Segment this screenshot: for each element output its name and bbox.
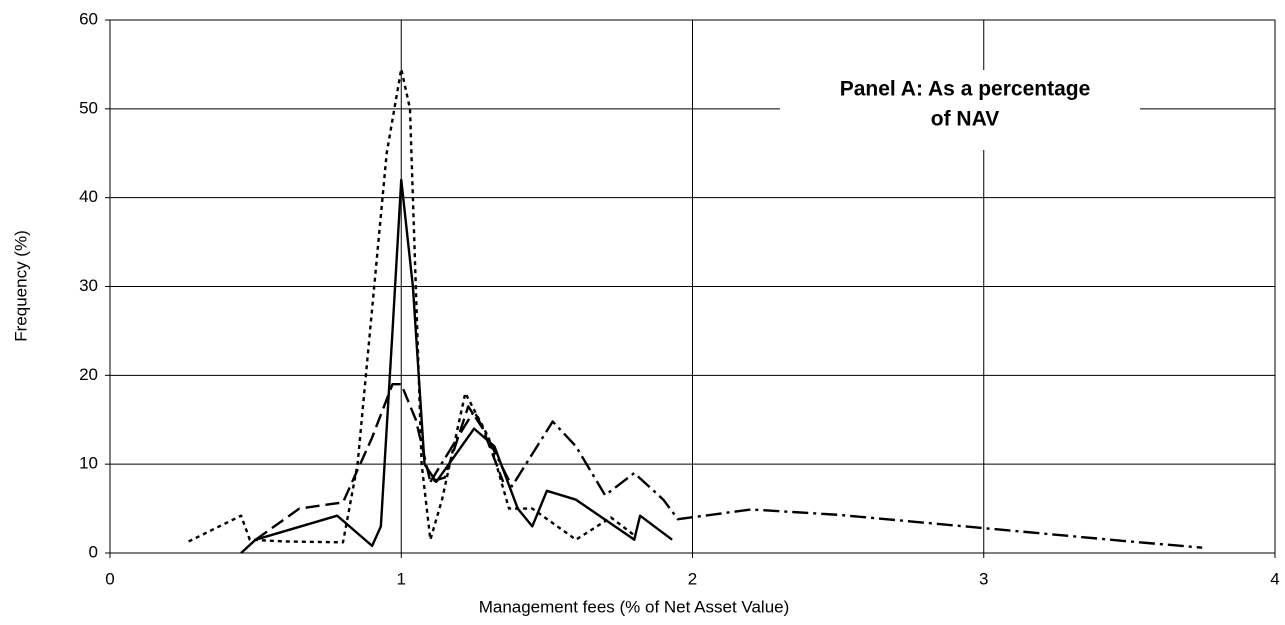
y-tick-label: 0 <box>89 542 98 561</box>
annotation: of NAV <box>931 108 999 131</box>
y-tick-label: 20 <box>79 365 98 384</box>
x-tick-label: 2 <box>688 569 697 588</box>
x-axis-label: Management fees (% of Net Asset Value) <box>479 597 790 616</box>
y-tick-label: 50 <box>79 98 98 117</box>
y-tick-label: 10 <box>79 454 98 473</box>
x-tick-label: 4 <box>1270 569 1279 588</box>
x-tick-label: 1 <box>397 569 406 588</box>
line-series <box>240 178 673 554</box>
annotation-box <box>780 70 1140 150</box>
line-series <box>188 67 635 544</box>
y-tick-label: 40 <box>79 187 98 206</box>
x-tick-label: 3 <box>979 569 988 588</box>
line-series <box>254 383 505 541</box>
y-axis-label: Frequency (%) <box>11 230 30 341</box>
x-tick-label: 0 <box>105 569 114 588</box>
y-tick-label: 30 <box>79 276 98 295</box>
annotation: Panel A: As a percentage <box>840 78 1091 101</box>
line-series <box>429 409 1203 549</box>
y-tick-label: 60 <box>79 9 98 28</box>
